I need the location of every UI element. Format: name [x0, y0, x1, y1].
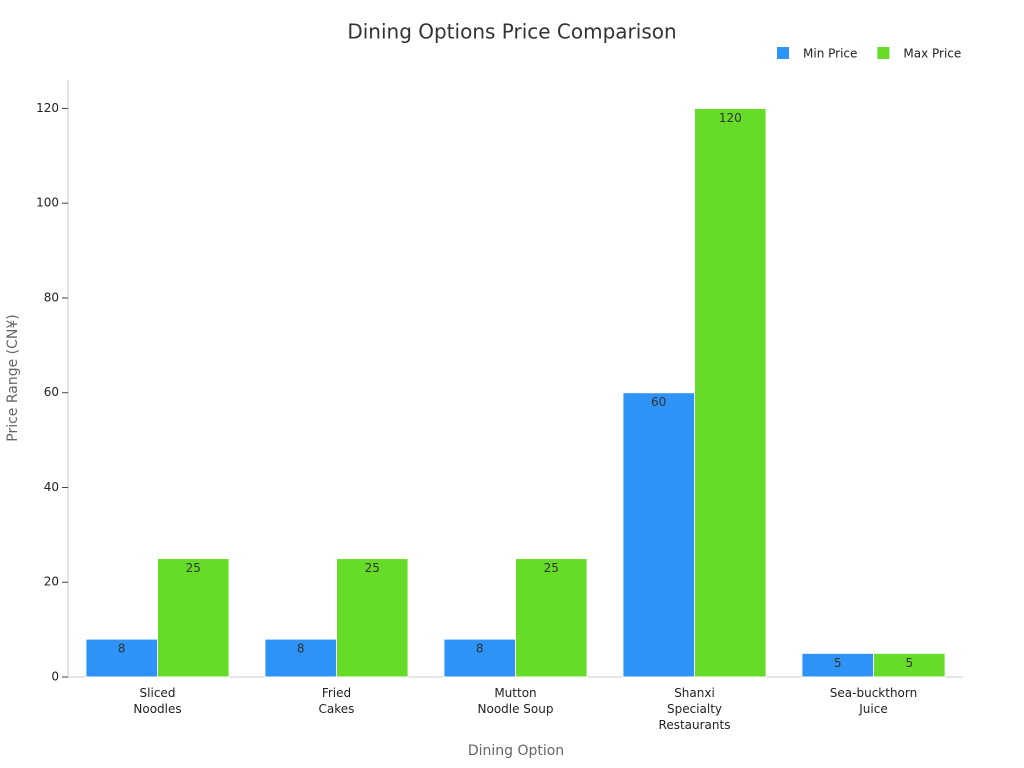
y-tick-label: 100	[36, 196, 59, 210]
x-tick-label: Fried Cakes	[319, 686, 355, 716]
x-tick-label-line: Cakes	[319, 702, 355, 716]
x-tick-label-line: Fried	[322, 686, 351, 700]
data-label: 5	[834, 656, 842, 670]
x-tick-label-line: Mutton	[494, 686, 536, 700]
y-tick-label: 60	[44, 385, 59, 399]
data-label: 5	[905, 656, 913, 670]
data-label: 8	[476, 642, 484, 656]
bar	[622, 392, 696, 678]
bar	[264, 638, 337, 678]
data-label: 25	[186, 561, 201, 575]
legend-swatch	[877, 47, 890, 59]
x-tick-label: Shanxi Specialty Restaurants	[659, 686, 731, 732]
x-axis-title: Dining Option	[468, 743, 564, 759]
data-label: 25	[544, 561, 559, 575]
y-tick-label: 20	[44, 575, 59, 589]
y-tick-label: 120	[36, 101, 59, 115]
bar	[157, 558, 230, 678]
chart-title: Dining Options Price Comparison	[347, 20, 676, 44]
bar	[515, 558, 588, 678]
bar	[443, 638, 516, 678]
x-tick-label-line: Noodle Soup	[478, 702, 554, 716]
data-label: 60	[651, 395, 666, 409]
data-label: 8	[297, 642, 305, 656]
x-tick-label-line: Noodles	[133, 702, 181, 716]
legend-label: Max Price	[903, 47, 961, 61]
legend-label: Min Price	[803, 47, 857, 61]
bar	[873, 652, 946, 678]
bar	[336, 558, 409, 678]
bar	[694, 107, 767, 678]
legend-swatch	[777, 47, 789, 59]
x-tick-label: Mutton Noodle Soup	[478, 686, 554, 716]
x-tick-label: Sea-buckthorn Juice	[830, 686, 917, 716]
y-tick-label: 0	[51, 670, 59, 684]
y-tick-label: 80	[44, 290, 59, 304]
data-label: 8	[118, 642, 126, 656]
y-tick-label: 40	[44, 480, 59, 494]
x-tick-label-line: Sea-buckthorn	[830, 686, 917, 700]
y-axis-title: Price Range (CN¥)	[5, 314, 21, 442]
data-label: 120	[719, 111, 742, 125]
x-tick-label-line: Restaurants	[659, 718, 731, 732]
data-label: 25	[365, 561, 380, 575]
x-tick-label-line: Sliced	[140, 686, 176, 700]
x-tick-label-line: Juice	[858, 702, 887, 716]
x-tick-label-line: Specialty	[667, 702, 722, 716]
x-tick-label: Sliced Noodles	[133, 686, 181, 716]
x-tick-label-line: Shanxi	[674, 686, 715, 700]
